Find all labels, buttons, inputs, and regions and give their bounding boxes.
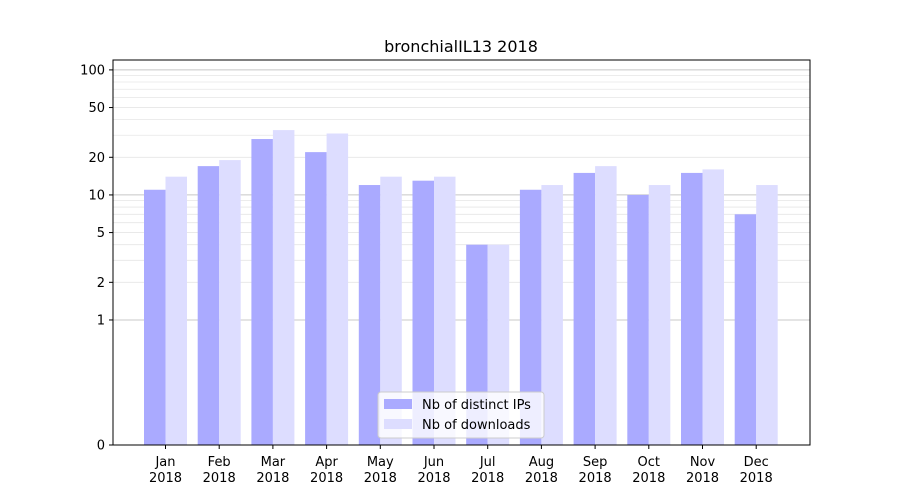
x-tick-label-month: Aug [529, 455, 554, 470]
x-tick-label-month: Sep [583, 455, 608, 470]
x-tick-label-month: Oct [638, 455, 660, 470]
legend-label: Nb of downloads [422, 418, 531, 433]
x-tick-label-month: Feb [208, 455, 231, 470]
x-tick-label-year: 2018 [203, 471, 236, 486]
x-tick-label-month: Nov [690, 455, 716, 470]
legend-swatch [384, 399, 412, 409]
x-tick-label-year: 2018 [740, 471, 773, 486]
bar-ips [627, 194, 649, 445]
bar-ips [197, 166, 220, 445]
bar-ips [144, 189, 166, 445]
bar-downloads [541, 185, 563, 445]
x-tick-label-year: 2018 [632, 471, 665, 486]
y-tick-label: 2 [97, 276, 105, 291]
x-tick-label-year: 2018 [149, 471, 182, 486]
x-tick-label-year: 2018 [364, 471, 397, 486]
legend-box [377, 391, 545, 439]
x-tick-label-month: Dec [744, 455, 769, 470]
x-tick-label-month: Mar [261, 455, 286, 470]
x-tick-label-month: Apr [315, 455, 338, 470]
x-tick-label-year: 2018 [579, 471, 612, 486]
bar-ips [681, 172, 703, 445]
bar-downloads [326, 133, 349, 445]
y-tick-label: 1 [97, 313, 105, 328]
bar-downloads [165, 176, 187, 445]
bar-downloads [434, 176, 456, 445]
y-tick-label: 100 [80, 63, 105, 78]
legend-swatch [384, 419, 412, 429]
bar-downloads [756, 185, 778, 445]
legend: Nb of distinct IPs Nb of downloads [377, 391, 545, 439]
y-tick-label: 5 [97, 226, 105, 241]
y-tick-label: 10 [88, 188, 105, 203]
bar-ips [251, 139, 273, 445]
bar-ips [305, 152, 327, 445]
bar-ips [358, 185, 381, 445]
bar-downloads [219, 160, 241, 445]
bar-ips [734, 214, 757, 445]
bar-ips [519, 189, 542, 445]
x-tick-label-year: 2018 [417, 471, 450, 486]
chart-title: bronchialIL13 2018 [384, 37, 538, 56]
x-tick-label-year: 2018 [525, 471, 558, 486]
bar-downloads [648, 185, 671, 445]
bar-ips [573, 172, 596, 445]
y-tick-label: 20 [88, 151, 105, 166]
x-tick-label-year: 2018 [686, 471, 719, 486]
legend-label: Nb of distinct IPs [422, 398, 531, 413]
bar-downloads [380, 176, 402, 445]
x-tick-label-year: 2018 [256, 471, 289, 486]
bar-downloads [272, 130, 295, 445]
y-tick-label: 0 [97, 439, 105, 454]
x-tick-label-year: 2018 [310, 471, 343, 486]
x-tick-label-year: 2018 [471, 471, 504, 486]
y-axis: 0 1 2 5 10 20 50 100 [80, 63, 113, 454]
x-tick-label-month: Jul [479, 455, 496, 470]
x-tick-label-month: Jun [423, 455, 444, 470]
x-tick-label-month: May [367, 455, 394, 470]
x-axis: Jan2018Feb2018Mar2018Apr2018May2018Jun20… [149, 445, 773, 486]
x-tick-label-month: Jan [154, 455, 175, 470]
y-tick-label: 50 [88, 101, 105, 116]
bar-downloads [702, 169, 724, 445]
bar-downloads [595, 166, 617, 445]
plot-frame [112, 59, 811, 446]
bar-ips [412, 180, 434, 445]
